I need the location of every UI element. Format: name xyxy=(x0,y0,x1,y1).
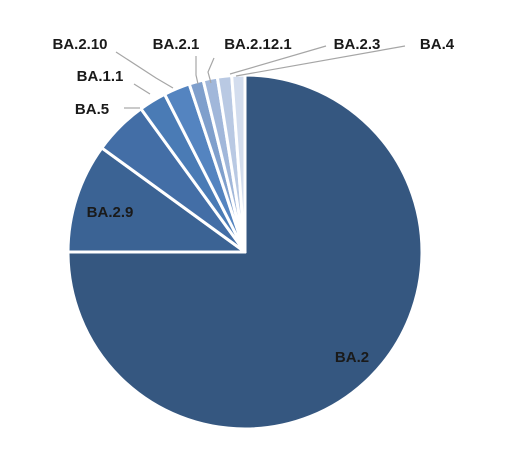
leader-line-ba-2-10 xyxy=(115,51,174,89)
pie-slice-ba-2 xyxy=(66,73,424,431)
pie-slices xyxy=(66,73,424,431)
leader-line-ba-2-3 xyxy=(229,45,327,75)
leader-line-ba-2-1 xyxy=(195,56,199,85)
pie-label-ba-4: BA.4 xyxy=(420,36,455,53)
pie-label-ba-5: BA.5 xyxy=(75,101,109,118)
pie-label-ba-2-3: BA.2.3 xyxy=(334,36,381,53)
pie-label-ba-2-1: BA.2.1 xyxy=(153,36,200,53)
pie-label-ba-2-10: BA.2.10 xyxy=(52,36,107,53)
pie-label-ba-2-12-1: BA.2.12.1 xyxy=(224,36,292,53)
leader-line-ba-2-12-1 xyxy=(207,57,215,84)
pie-label-ba-2: BA.2 xyxy=(335,349,369,366)
leader-line-ba-4 xyxy=(235,45,406,77)
pie-label-ba-1-1: BA.1.1 xyxy=(77,68,124,85)
pie-slice-ba-2-9 xyxy=(66,146,247,254)
leader-lines xyxy=(115,45,406,109)
pie-labels: BA.2 BA.2.9 BA.5 BA.1.1 BA.2.10 BA.2.1 BA.2.12… xyxy=(52,36,454,366)
leader-line-ba-1-1 xyxy=(133,83,151,95)
pie-label-ba-2-9: BA.2.9 xyxy=(87,204,134,221)
